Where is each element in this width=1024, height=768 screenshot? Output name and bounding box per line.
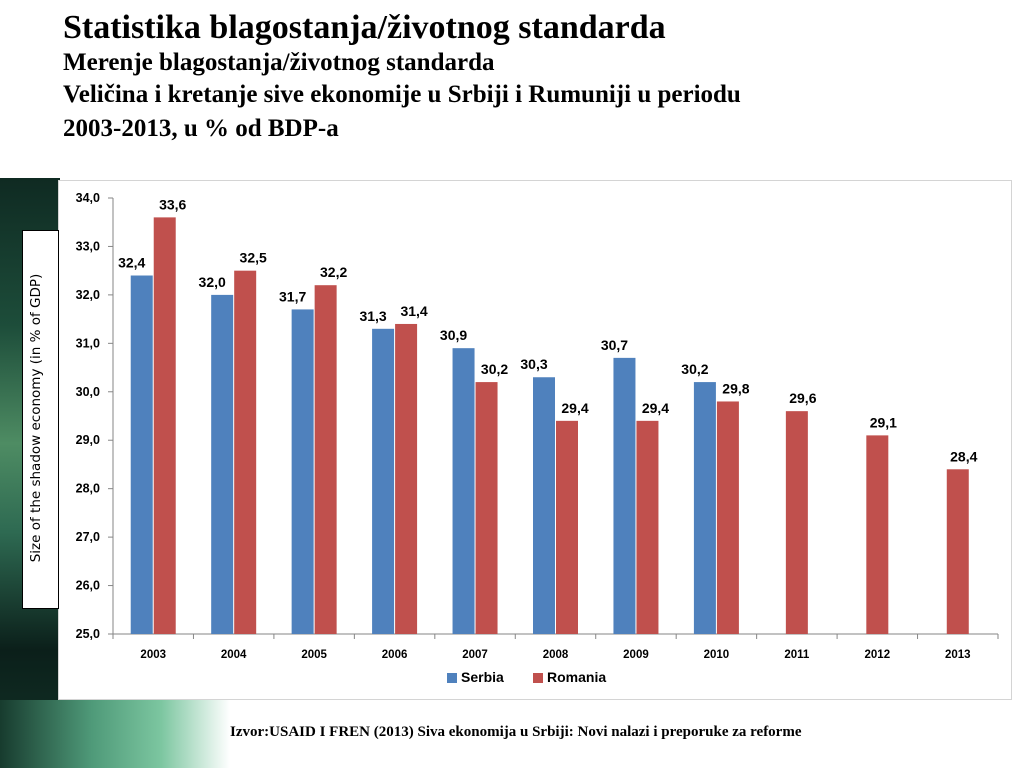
y-tick-label: 34,0 bbox=[76, 191, 100, 205]
bar-romania bbox=[153, 217, 176, 634]
data-label: 29,1 bbox=[870, 414, 897, 430]
x-tick-label: 2004 bbox=[221, 649, 247, 661]
bar-romania bbox=[716, 401, 739, 634]
x-tick-label: 2009 bbox=[623, 649, 649, 661]
bar-romania bbox=[866, 435, 889, 634]
bar-serbia bbox=[291, 309, 314, 634]
data-label: 30,2 bbox=[481, 361, 508, 377]
x-tick-label: 2012 bbox=[865, 649, 891, 661]
y-axis-label-box bbox=[22, 230, 59, 609]
y-tick-label: 32,0 bbox=[76, 288, 100, 302]
bar-romania bbox=[946, 469, 969, 634]
bar-serbia bbox=[452, 348, 475, 634]
data-label: 29,6 bbox=[789, 390, 816, 406]
data-label: 32,2 bbox=[320, 264, 347, 280]
y-tick-label: 30,0 bbox=[76, 385, 100, 399]
data-label: 32,0 bbox=[199, 274, 226, 290]
x-tick-label: 2011 bbox=[784, 649, 810, 661]
data-label: 31,4 bbox=[400, 303, 427, 319]
data-label: 30,9 bbox=[440, 327, 467, 343]
data-label: 30,3 bbox=[520, 356, 547, 372]
data-label: 30,7 bbox=[601, 337, 628, 353]
bar-serbia bbox=[130, 275, 153, 634]
slide-title: Statistika blagostanja/životnog standard… bbox=[63, 9, 666, 46]
x-tick-label: 2008 bbox=[543, 649, 569, 661]
data-label: 31,3 bbox=[359, 308, 386, 324]
bar-serbia bbox=[693, 382, 716, 634]
slide-subtitle: Merenje blagostanja/životnog standarda bbox=[63, 49, 495, 76]
y-tick-label: 27,0 bbox=[76, 530, 100, 544]
x-tick-label: 2010 bbox=[704, 649, 730, 661]
y-tick-label: 31,0 bbox=[76, 336, 100, 350]
data-label: 33,6 bbox=[159, 196, 186, 212]
bar-serbia bbox=[211, 294, 234, 634]
data-label: 28,4 bbox=[950, 448, 977, 464]
x-tick-label: 2007 bbox=[462, 649, 488, 661]
y-tick-label: 26,0 bbox=[76, 579, 100, 593]
bar-romania bbox=[234, 270, 257, 634]
data-label: 32,4 bbox=[118, 255, 145, 271]
chart-heading-line1: Veličina i kretanje sive ekonomije u Srb… bbox=[63, 81, 741, 108]
bar-romania bbox=[395, 323, 418, 634]
x-tick-label: 2006 bbox=[382, 649, 408, 661]
x-tick-label: 2013 bbox=[945, 649, 971, 661]
data-label: 32,5 bbox=[240, 250, 267, 266]
y-tick-label: 25,0 bbox=[76, 627, 100, 641]
background-decoration-lower bbox=[0, 700, 230, 768]
x-tick-label: 2003 bbox=[140, 649, 166, 661]
bar-romania bbox=[314, 285, 337, 634]
legend-swatch-romania bbox=[533, 673, 543, 683]
data-label: 31,7 bbox=[279, 288, 306, 304]
data-label: 29,8 bbox=[722, 380, 749, 396]
y-tick-label: 28,0 bbox=[76, 482, 100, 496]
bar-romania bbox=[785, 411, 808, 634]
legend-label-romania: Romania bbox=[547, 669, 606, 685]
legend-label-serbia: Serbia bbox=[461, 669, 504, 685]
slide-titles: Statistika blagostanja/životnog standard… bbox=[63, 8, 1013, 146]
data-label: 29,4 bbox=[642, 400, 669, 416]
legend-swatch-serbia bbox=[447, 673, 457, 683]
chart-heading-line2: 2003-2013, u % od BDP-a bbox=[63, 115, 339, 142]
x-tick-label: 2005 bbox=[301, 649, 327, 661]
y-tick-label: 29,0 bbox=[76, 433, 100, 447]
y-axis-label: Size of the shadow economy (in % of GDP) bbox=[28, 273, 44, 563]
bar-serbia bbox=[372, 328, 395, 634]
bar-serbia bbox=[613, 357, 636, 634]
data-label: 29,4 bbox=[561, 400, 588, 416]
y-tick-label: 33,0 bbox=[76, 239, 100, 253]
source-note: Izvor:USAID I FREN (2013) Siva ekonomija… bbox=[230, 724, 802, 740]
bar-romania bbox=[636, 420, 659, 634]
bar-serbia bbox=[533, 377, 555, 634]
data-label: 30,2 bbox=[681, 361, 708, 377]
bar-romania bbox=[556, 420, 578, 634]
bar-romania bbox=[475, 382, 498, 634]
